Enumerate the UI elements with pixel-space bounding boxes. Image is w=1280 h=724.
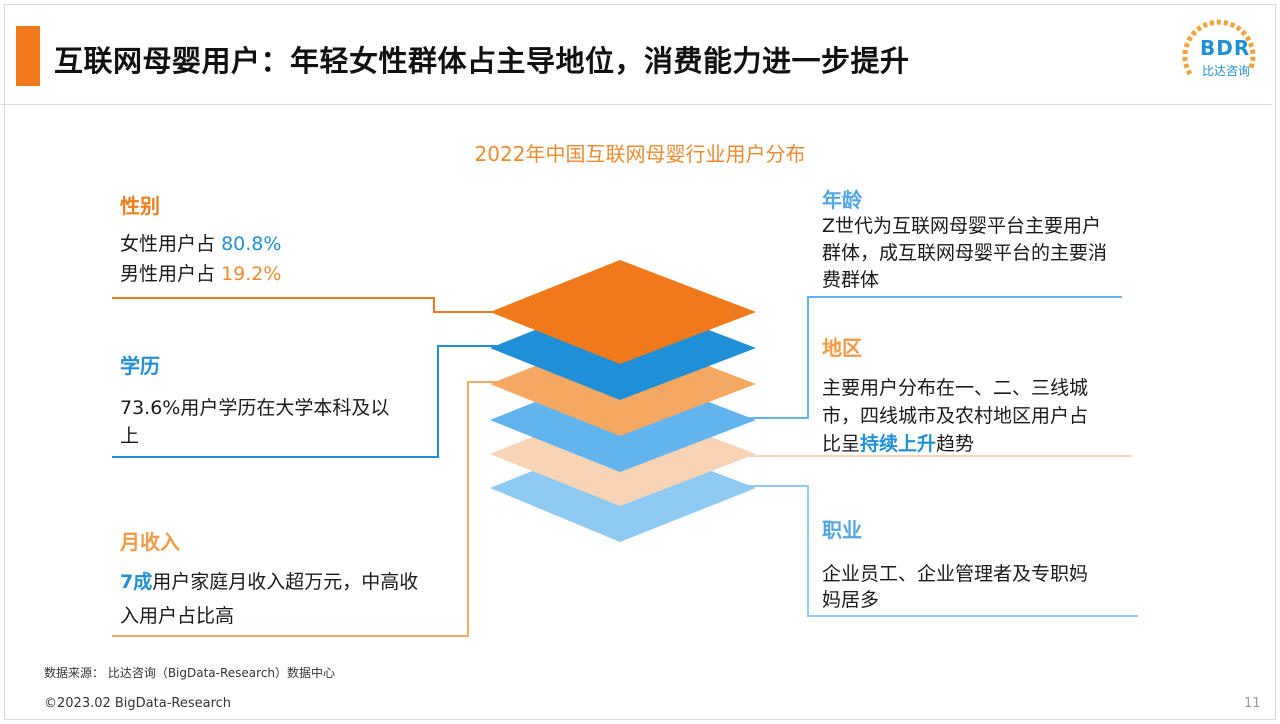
female-label: 女性用户占 bbox=[120, 233, 216, 255]
connector-age bbox=[748, 296, 1122, 419]
income-line2: 入用户占比高 bbox=[120, 605, 235, 627]
connector-gender bbox=[112, 297, 500, 313]
copyright: ©2023.02 BigData-Research bbox=[44, 696, 232, 711]
region-line2: 市，四线城市及农村地区用户占 bbox=[822, 405, 1089, 427]
logo-mark: BDR bbox=[1200, 36, 1251, 60]
age-line2: 群体，成互联网母婴平台的主要消 bbox=[822, 242, 1108, 264]
income-line1: 7成用户家庭月收入超万元，中高收 bbox=[120, 568, 418, 596]
education-line1: 73.6%用户学历在大学本科及以 bbox=[120, 397, 390, 419]
gender-female-line: 女性用户占 80.8% bbox=[120, 230, 281, 258]
heading-age: 年龄 bbox=[822, 188, 862, 212]
region-line3-post: 趋势 bbox=[936, 433, 975, 455]
region-line3: 比呈持续上升趋势 bbox=[822, 430, 974, 458]
female-value: 80.8% bbox=[221, 233, 282, 255]
page-number: 11 bbox=[1244, 696, 1261, 711]
male-label: 男性用户占 bbox=[120, 263, 216, 285]
male-value: 19.2% bbox=[221, 263, 282, 285]
age-line3: 费群体 bbox=[822, 269, 880, 291]
title-accent-bar bbox=[16, 26, 40, 86]
income-line1-rest: 用户家庭月收入超万元，中高收 bbox=[152, 571, 419, 593]
connector-occupation bbox=[748, 485, 1138, 617]
heading-education: 学历 bbox=[120, 354, 160, 378]
education-line2: 上 bbox=[120, 425, 140, 447]
region-highlight: 持续上升 bbox=[860, 433, 937, 455]
connector-education bbox=[112, 345, 500, 458]
bdr-logo-icon bbox=[1182, 19, 1256, 76]
region-line3-pre: 比呈 bbox=[822, 433, 861, 455]
heading-income: 月收入 bbox=[120, 530, 180, 554]
age-line1: Z世代为互联网母婴平台主要用户 bbox=[822, 215, 1102, 237]
income-highlight: 7成 bbox=[120, 571, 153, 593]
page-title: 互联网母婴用户：年轻女性群体占主导地位，消费能力进一步提升 bbox=[54, 44, 910, 78]
logo-name: 比达咨询 bbox=[1202, 64, 1251, 78]
occupation-line2: 妈居多 bbox=[822, 589, 880, 611]
occupation-line1: 企业员工、企业管理者及专职妈 bbox=[822, 563, 1089, 585]
layer-orange bbox=[490, 260, 756, 364]
title-divider bbox=[0, 104, 1272, 105]
region-line1: 主要用户分布在一、二、三线城 bbox=[822, 377, 1089, 399]
heading-gender: 性别 bbox=[120, 194, 160, 218]
connector-income bbox=[112, 381, 500, 637]
chart-title: 2022年中国互联网母婴行业用户分布 bbox=[474, 142, 806, 166]
heading-occupation: 职业 bbox=[822, 518, 862, 542]
data-source: 数据来源： 比达咨询（BigData-Research）数据中心 bbox=[44, 666, 336, 680]
gender-male-line: 男性用户占 19.2% bbox=[120, 260, 281, 288]
heading-region: 地区 bbox=[822, 336, 862, 360]
